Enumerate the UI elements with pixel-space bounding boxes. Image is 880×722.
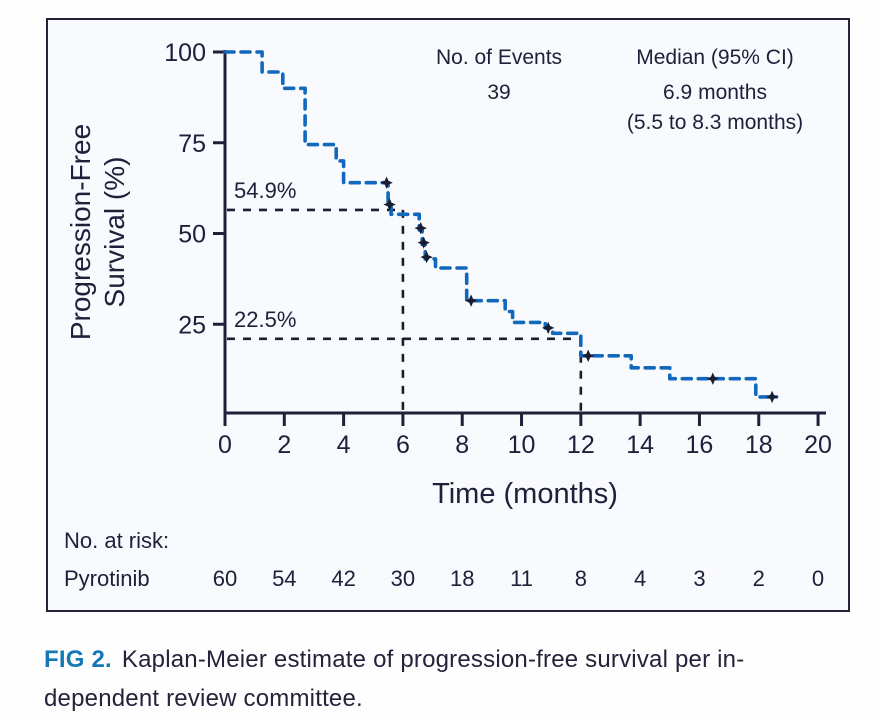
x-tick-label: 10: [508, 431, 536, 459]
censor-mark: [383, 198, 396, 211]
landmark-label: 54.9%: [234, 178, 296, 203]
caption-line1: Kaplan-Meier estimate of progression-fre…: [121, 646, 745, 673]
y-tick-label: 50: [178, 221, 206, 249]
at-risk-value: 30: [391, 566, 415, 591]
events-label: No. of Events: [436, 46, 562, 69]
figure-tag: FIG 2.: [44, 646, 112, 673]
y-axis-title-line2: Survival (%): [99, 157, 130, 308]
censor-mark: [420, 250, 433, 264]
x-axis-ticks: 0 2 4 6 8 10 12 14 16 18 20: [218, 413, 832, 459]
km-figure: 100 75 50 25 0 2 4 6 8 10 12 14 16 18 20 54.9% 22.5% 6…: [46, 18, 850, 612]
landmark-label: 22.5%: [234, 307, 296, 332]
at-risk-values: 60 54 42 30 18 11 8 4 3 2 0: [213, 566, 824, 591]
x-tick-label: 16: [686, 431, 714, 459]
x-tick-label: 4: [337, 431, 351, 459]
at-risk-value: 0: [812, 566, 824, 591]
censor-mark: [542, 321, 555, 335]
x-tick-label: 0: [218, 431, 232, 459]
at-risk-value: 60: [213, 566, 237, 591]
at-risk-value: 2: [753, 566, 765, 591]
censor-marks: [380, 176, 779, 404]
censor-mark: [706, 372, 719, 385]
median-label: Median (95% CI): [636, 46, 794, 69]
survival-curve-path: [223, 50, 779, 399]
at-risk-value: 11: [510, 566, 533, 591]
x-tick-label: 8: [455, 431, 469, 459]
censor-mark: [417, 236, 430, 249]
censor-mark: [464, 294, 478, 307]
y-axis-title-line1: Progression-Free: [65, 124, 96, 340]
at-risk-value: 18: [450, 566, 474, 591]
caption-line2: dependent review committee.: [44, 685, 363, 712]
y-tick-label: 100: [164, 39, 206, 67]
at-risk-value: 8: [575, 566, 587, 591]
at-risk-group: Pyrotinib: [64, 566, 150, 591]
figure-caption: FIG 2. Kaplan-Meier estimate of progressi…: [44, 640, 856, 718]
at-risk-value: 54: [272, 566, 296, 591]
x-tick-label: 12: [567, 431, 595, 459]
at-risk-value: 3: [693, 566, 705, 591]
at-risk-value: 42: [331, 566, 355, 591]
censor-mark: [414, 221, 427, 235]
x-tick-label: 20: [804, 431, 832, 459]
reference-lines: 54.9% 22.5%: [227, 178, 583, 413]
x-tick-label: 18: [745, 431, 773, 459]
median-value: 6.9 months: [663, 81, 767, 104]
x-axis-title: Time (months): [432, 478, 618, 510]
x-tick-label: 2: [277, 431, 291, 459]
events-value: 39: [487, 81, 510, 104]
censor-mark: [582, 349, 595, 362]
x-tick-label: 14: [626, 431, 654, 459]
censor-mark: [765, 390, 779, 404]
survival-curve: [223, 50, 779, 399]
y-axis-ticks: 100 75 50 25: [164, 39, 225, 339]
y-tick-label: 75: [178, 130, 206, 158]
x-tick-label: 6: [396, 431, 410, 459]
y-tick-label: 25: [178, 311, 206, 339]
median-ci: (5.5 to 8.3 months): [627, 111, 803, 134]
at-risk-label: No. at risk:: [64, 528, 169, 553]
censor-mark: [380, 176, 393, 189]
at-risk-value: 4: [634, 566, 646, 591]
